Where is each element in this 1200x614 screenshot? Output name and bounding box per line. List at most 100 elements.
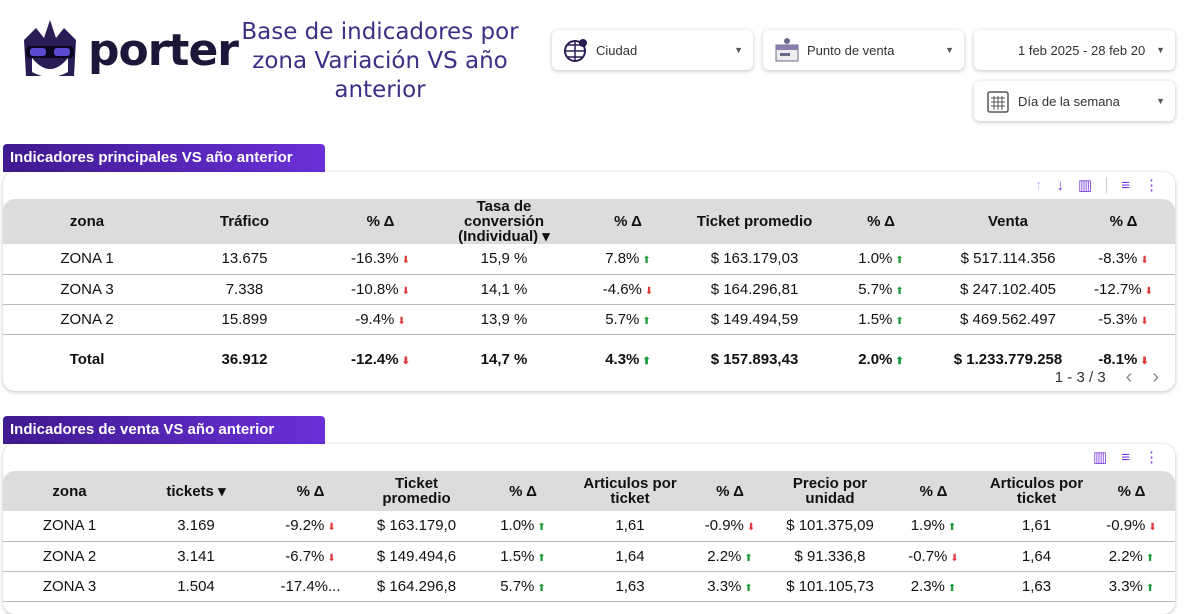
column-header[interactable]: Articulos por ticket [583,475,677,507]
delta-value: -4.6% [602,280,642,298]
column-header[interactable]: zona [52,482,87,500]
table-cell: 1,63 [578,571,682,602]
section-title-venta: Indicadores de venta VS año anterior [3,416,325,444]
column-header[interactable]: Tasa de conversión (Individual) ▾ [458,198,550,245]
table-cell: 7.8% ⬆ [565,244,691,275]
delta-value: -12.4% [351,350,399,368]
column-header[interactable]: % Δ [296,482,325,500]
table-cell: -8.1% ⬇ [1072,334,1175,384]
more-vert-icon[interactable]: ⋮ [1144,177,1159,194]
delta-value: -12.7% [1094,280,1142,298]
storefront-icon [773,36,801,64]
delta-value: -9.4% [355,310,395,328]
table-cell: 5.7% ⬆ [818,274,944,305]
column-header[interactable]: Precio por unidad [792,475,868,507]
table-cell: 14,7 % [480,350,528,368]
arrow-down-icon: ⬇ [1140,355,1149,367]
punto-venta-label: Punto de venta [807,42,895,58]
column-header[interactable]: Ticket promedio [382,475,451,507]
dia-semana-label: Día de la semana [1018,93,1120,109]
arrow-down-icon: ⬇ [401,285,410,297]
chevron-down-icon: ▼ [1156,45,1165,55]
sort-up-icon[interactable]: ↑ [1035,176,1043,194]
chevron-right-icon[interactable]: › [1152,366,1159,388]
table-cell: 1,64 [578,541,682,572]
column-header[interactable]: Articulos por ticket [989,475,1084,507]
page-title: Base de indicadores por zona Variación V… [241,19,519,103]
table-cell: -0.9% ⬇ [682,511,778,542]
table-cell: -17.4%... [256,571,365,602]
table-row: ZONA 3 7.338 -10.8% ⬇ 14,1 % -4.6% ⬇ $ 164.296,… [3,274,1175,305]
cat-unicorn-icon [24,20,76,77]
arrow-up-icon: ⬆ [947,582,957,594]
table-cell: 36.912 [221,350,268,368]
table-cell: ZONA 3 [3,274,171,305]
table-cell: -9.4% ⬇ [318,304,443,335]
date-range-filter[interactable]: 1 feb 2025 - 28 feb 20 ▼ [974,30,1175,70]
column-header[interactable]: % Δ [867,213,895,230]
column-header[interactable]: % Δ [366,213,395,230]
column-header[interactable]: % Δ [716,482,744,500]
table-cell: 1.5% ⬆ [468,541,578,572]
table-cell: 1,61 [578,511,682,542]
filter-icon[interactable]: ≡ [1121,448,1130,466]
toolbar-divider [1106,177,1108,193]
arrow-down-icon: ⬇ [1140,255,1149,267]
delta-value: -10.8% [351,280,399,298]
chevron-down-icon: ▼ [945,45,954,55]
column-header[interactable]: % Δ [509,482,537,500]
table-row: ZONA 2 15.899 -9.4% ⬇ 13,9 % 5.7% ⬆ $ 149.494,5… [3,304,1175,335]
sort-down-icon[interactable]: ↓ [1056,176,1065,194]
chart-options-icon[interactable]: ▥ [1093,449,1108,466]
chevron-left-icon[interactable]: ‹ [1125,366,1133,388]
table-cell: 1.9% ⬆ [882,511,985,542]
delta-value: 3.3% [707,577,742,595]
delta-value: 5.7% [605,310,640,328]
arrow-down-icon: ⬇ [1144,285,1153,297]
more-vert-icon[interactable]: ⋮ [1144,449,1159,466]
column-header[interactable]: Ticket promedio [696,213,813,230]
table-cell: 1.5% ⬆ [818,304,944,335]
punto-venta-filter[interactable]: Punto de venta ▼ [763,30,964,70]
section-title-principales: Indicadores principales VS año anterior [3,144,325,172]
filter-icon[interactable]: ≡ [1121,176,1130,194]
delta-value: 3.3% [1108,577,1143,595]
delta-value: -8.1% [1098,350,1138,368]
arrow-up-icon: ⬆ [642,355,651,367]
delta-value: -0.9% [704,517,744,535]
table-cell: ZONA 2 [3,541,136,572]
dia-semana-filter[interactable]: Día de la semana ▼ [974,81,1175,121]
arrow-up-icon: ⬆ [642,315,651,327]
table-cell: -16.3% ⬇ [318,244,443,275]
column-header[interactable]: % Δ [919,482,948,500]
chart-options-icon[interactable]: ▥ [1078,177,1093,194]
column-header[interactable]: zona [69,213,105,230]
table-row: ZONA 1 13.675 -16.3% ⬇ 15,9 % 7.8% ⬆ $ 163.179,… [3,244,1175,275]
arrow-up-icon: ⬆ [537,522,546,534]
table-cell: 2.0% ⬆ [818,334,944,384]
table-cell: ZONA 2 [3,304,171,335]
table-cell: 1.504 [136,571,256,602]
column-header[interactable]: % Δ [1109,213,1138,230]
table-cell: 4.3% ⬆ [565,334,691,384]
table-cell: -12.4% ⬇ [318,334,443,384]
delta-value: 1.9% [910,517,945,535]
table-cell: $ 101.105,73 [778,571,882,602]
arrow-up-icon: ⬆ [1145,552,1155,564]
column-header[interactable]: Venta [987,213,1029,230]
column-header[interactable]: tickets ▾ [166,482,226,500]
table-row: ZONA 1 3.169 -9.2% ⬇ $ 163.179,0 1.0% ⬆ 1,61 -0.… [3,511,1175,542]
delta-value: 2.3% [910,577,945,595]
arrow-up-icon: ⬆ [895,315,904,327]
arrow-up-icon: ⬆ [537,552,546,564]
column-header[interactable]: Tráfico [219,213,270,230]
table-cell: 15,9 % [443,244,565,275]
column-header[interactable]: % Δ [614,213,642,230]
column-header[interactable]: % Δ [1117,482,1146,500]
table-cell: 1.0% ⬆ [818,244,944,275]
ciudad-filter[interactable]: Ciudad ▼ [552,30,753,70]
delta-value: 5.7% [858,280,893,298]
ciudad-label: Ciudad [596,42,638,58]
table-cell: $ 247.102.405 [944,274,1072,305]
arrow-down-icon: ⬇ [1148,522,1157,534]
